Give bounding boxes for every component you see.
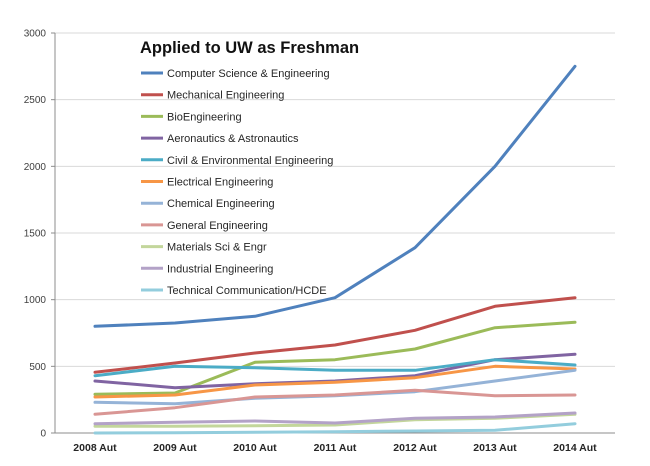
legend-label: Mechanical Engineering	[167, 90, 284, 102]
legend-item-aeronautics-astronautics: Aeronautics & Astronautics	[141, 133, 299, 145]
series-line-technical-communication-hcde	[93, 422, 577, 435]
x-tick-label: 2014 Aut	[553, 442, 597, 454]
chart-title: Applied to UW as Freshman	[140, 39, 359, 57]
legend-item-materials-sci-engr: Materials Sci & Engr	[141, 242, 267, 254]
gridlines	[55, 32, 615, 367]
y-tick-label: 2000	[24, 162, 47, 173]
x-tick-label: 2008 Aut	[73, 442, 117, 454]
x-tick-label: 2010 Aut	[233, 442, 277, 454]
legend-label: BioEngineering	[167, 111, 242, 123]
legend-label: Industrial Engineering	[167, 263, 273, 275]
x-axis: 2008 Aut 2009 Aut 2010 Aut 2011 Aut 2012 Aut…	[73, 442, 597, 454]
series-line-computer-science-engineering	[93, 64, 577, 328]
legend-item-computer-science-engineering: Computer Science & Engineering	[141, 68, 330, 80]
legend-label: General Engineering	[167, 220, 268, 232]
legend-label: Electrical Engineering	[167, 177, 273, 189]
legend-label: Civil & Environmental Engineering	[167, 155, 333, 167]
legend-label: Aeronautics & Astronautics	[167, 133, 299, 145]
series-lines	[93, 64, 577, 435]
series-line-electrical-engineering	[93, 364, 577, 399]
legend-item-general-engineering: General Engineering	[141, 220, 268, 232]
y-tick-label: 500	[29, 362, 46, 373]
legend-item-industrial-engineering: Industrial Engineering	[141, 263, 273, 275]
legend-item-chemical-engineering: Chemical Engineering	[141, 198, 275, 210]
series-line-general-engineering	[93, 388, 577, 416]
legend-item-civil-environmental-engineering: Civil & Environmental Engineering	[141, 155, 333, 167]
y-tick-label: 2500	[24, 95, 47, 106]
y-axis: 0 500 1000 1500 2000 2500 3000	[24, 29, 55, 440]
legend-label: Materials Sci & Engr	[167, 242, 267, 254]
legend-item-bioengineering: BioEngineering	[141, 111, 242, 123]
series-line-mechanical-engineering	[93, 296, 577, 374]
series-line-bioengineering	[93, 320, 577, 396]
series-line-civil-environmental-engineering	[93, 358, 577, 378]
legend-item-electrical-engineering: Electrical Engineering	[141, 177, 273, 189]
y-tick-label: 0	[40, 429, 46, 440]
series-line-industrial-engineering	[93, 411, 577, 426]
x-tick-label: 2009 Aut	[153, 442, 197, 454]
legend-label: Technical Communication/HCDE	[167, 285, 327, 297]
y-tick-label: 3000	[24, 29, 47, 40]
y-tick-label: 1500	[24, 229, 47, 240]
x-tick-label: 2011 Aut	[314, 442, 357, 454]
x-tick-label: 2012 Aut	[393, 442, 437, 454]
legend-label: Chemical Engineering	[167, 198, 275, 210]
legend-label: Computer Science & Engineering	[167, 68, 330, 80]
y-tick-label: 1000	[24, 295, 47, 306]
legend-item-technical-communication-hcde: Technical Communication/HCDE	[141, 285, 327, 297]
legend: Applied to UW as Freshman Computer Scien…	[140, 39, 359, 297]
x-tick-label: 2013 Aut	[473, 442, 517, 454]
legend-item-mechanical-engineering: Mechanical Engineering	[141, 90, 284, 102]
